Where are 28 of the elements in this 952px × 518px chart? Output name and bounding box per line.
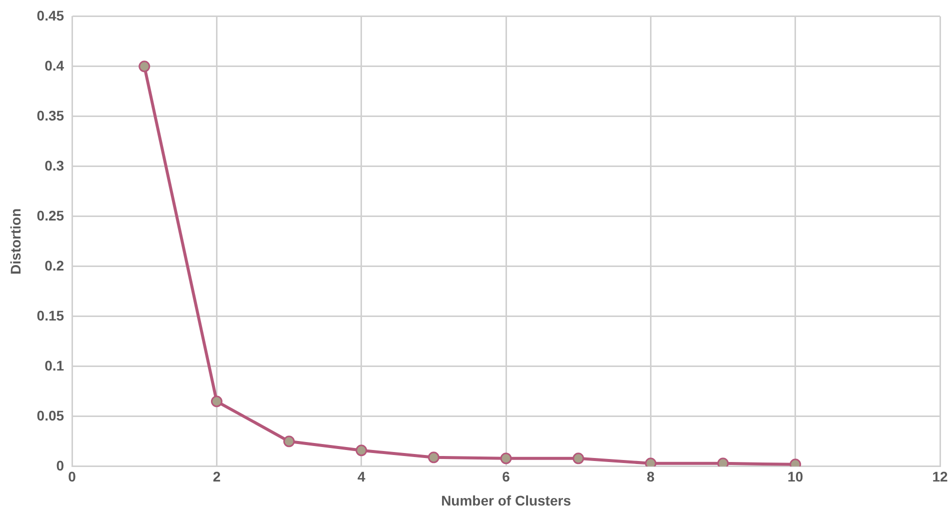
x-axis-title: Number of Clusters	[441, 492, 572, 508]
x-tick-label: 0	[68, 468, 76, 485]
x-tick-label: 2	[212, 468, 221, 485]
point	[717, 458, 729, 466]
point	[644, 458, 656, 466]
y-axis-title: Distortion	[7, 208, 24, 274]
x-tick-label: 10	[788, 468, 804, 485]
y-tick-label: 0.05	[36, 407, 64, 424]
point	[572, 452, 584, 464]
point	[138, 60, 150, 72]
y-tick-label: 0.35	[36, 107, 64, 124]
point	[356, 444, 368, 456]
y-tick-label: 0.25	[36, 207, 64, 224]
y-tick-label: 0.45	[36, 7, 64, 24]
x-tick-label: 4	[357, 468, 366, 485]
point	[210, 396, 222, 408]
y-tick-label: 0.2	[44, 257, 64, 274]
point	[500, 452, 512, 464]
point	[428, 452, 440, 464]
y-tick-label: 0.3	[44, 157, 64, 174]
y-tick-label: 0.1	[44, 357, 64, 374]
x-tick-label: 6	[502, 468, 510, 485]
y-tick-label: 0.4	[44, 57, 64, 74]
x-tick-label: 12	[932, 468, 948, 485]
x-tick-label: 8	[646, 468, 655, 485]
point	[283, 436, 295, 448]
y-tick-label: 0	[56, 457, 64, 474]
y-tick-label: 0.15	[36, 307, 64, 324]
